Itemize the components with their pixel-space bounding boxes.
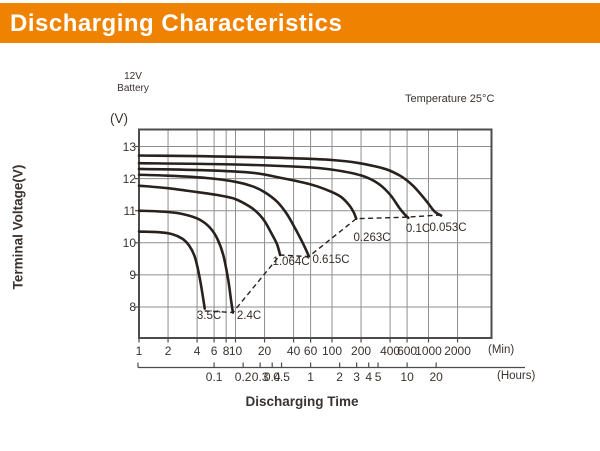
curve-label-3-5c: 3.5C <box>196 310 222 322</box>
battery-voltage-text: 12V <box>124 71 142 82</box>
x-tick-label-hours: 20 <box>429 370 443 384</box>
x-tick-label-hours: 0.2 <box>234 370 252 384</box>
y-tick-label: 11 <box>123 203 136 218</box>
x-tick-label-min: 200 <box>351 344 372 358</box>
curve-1.064C <box>137 184 282 257</box>
x-tick-label-hours: 0.1 <box>205 370 223 384</box>
x-tick-label-hours: 0.4 <box>263 370 281 384</box>
x-tick-label-hours: 5 <box>374 370 382 384</box>
y-tick-label: 8 <box>129 300 136 314</box>
x-tick-label-hours: 4 <box>365 370 373 384</box>
x-tick-label-min: 2000 <box>444 344 471 358</box>
title-bar: Discharging Characteristics <box>0 3 600 43</box>
page-title: Discharging Characteristics <box>10 10 343 37</box>
x-tick-label-hours: 1 <box>307 370 314 384</box>
hours-unit-label: (Hours) <box>497 370 536 382</box>
curve-label-0-263c: 0.263C <box>353 232 391 244</box>
x-tick-label-min: 2 <box>164 344 172 358</box>
curve-3.5C <box>137 230 206 310</box>
x-tick-label-min: 4 <box>193 344 201 358</box>
curve-label-0-615c: 0.615C <box>312 254 350 266</box>
temperature-annotation: Temperature 25°C <box>405 93 495 105</box>
curve-2.4C <box>137 209 235 314</box>
curve-label-0-1c: 0.1C <box>405 223 431 235</box>
x-tick-label-min: 8 <box>222 344 230 358</box>
y-tick-label: 10 <box>122 235 136 250</box>
x-tick-label-min: 600 <box>397 344 418 358</box>
curve-label-0-053c: 0.053C <box>429 222 467 234</box>
curve-0.263C <box>137 167 358 220</box>
x-tick-label-hours: 2 <box>336 370 343 384</box>
battery-type-label: 12V Battery <box>112 71 154 95</box>
curve-0.615C <box>137 173 311 258</box>
x-tick-label-min: 400 <box>380 344 401 358</box>
curve-0.053C <box>137 154 443 217</box>
x-tick-label-min: 40 <box>286 344 301 358</box>
y-tick-label: 12 <box>122 171 136 186</box>
x-tick-label-min: 60 <box>303 344 318 358</box>
y-tick-label: 9 <box>129 267 136 282</box>
y-tick-label: 13 <box>122 139 136 154</box>
min-unit-label: (Min) <box>488 344 515 356</box>
x-tick-label-hours: 0.5 <box>273 370 290 384</box>
curve-label-1-064c: 1.064C <box>272 256 310 268</box>
x-tick-label-min: 6 <box>210 344 218 358</box>
x-axis-title: Discharging Time <box>245 394 359 409</box>
x-tick-label-hours: 10 <box>400 370 414 384</box>
x-tick-label-min: 10 <box>228 344 243 358</box>
x-tick-label-hours: 0.3 <box>251 370 269 384</box>
curve-0.1C <box>137 161 410 220</box>
curve-label-2-4c: 2.4C <box>236 310 262 322</box>
plot-border <box>138 128 493 339</box>
y-axis-title: Terminal Voltage(V) <box>10 164 26 290</box>
x-tick-label-min: 1 <box>135 344 143 358</box>
x-tick-label-min: 100 <box>321 344 343 358</box>
x-tick-label-min: 20 <box>257 344 272 358</box>
battery-word-text: Battery <box>117 83 149 94</box>
x-tick-label-hours: 3 <box>353 370 360 384</box>
x-tick-label-min: 1000 <box>415 344 442 358</box>
y-unit-label: (V) <box>110 111 128 126</box>
